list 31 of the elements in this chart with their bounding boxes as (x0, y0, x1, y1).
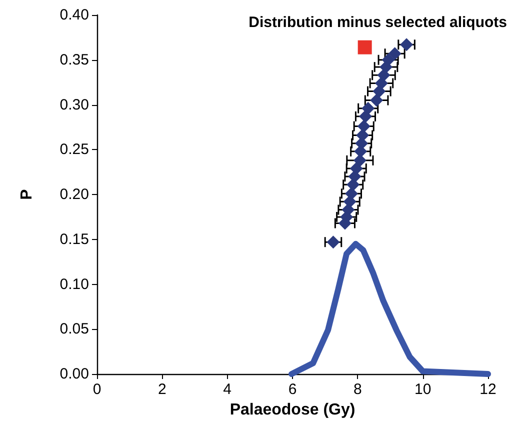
x-tick-label: 12 (480, 381, 496, 398)
x-tick-label: 10 (414, 381, 432, 398)
y-tick-label: 0.10 (60, 276, 89, 293)
point (388, 47, 402, 60)
point (344, 187, 358, 200)
point (358, 40, 372, 54)
y-axis-title: P (18, 188, 36, 200)
point (400, 38, 414, 52)
y-tick-label: 0.30 (60, 96, 89, 114)
x-tick-label: 4 (223, 381, 232, 398)
y-tick-label: 0.20 (60, 186, 89, 203)
x-axis-title: Palaeodose (Gy) (230, 401, 356, 418)
point (350, 162, 363, 175)
chart-title: Distribution minus selected aliquots (248, 14, 508, 31)
x-tick-label: 0 (92, 381, 102, 398)
y-tick-label: 0.25 (60, 141, 89, 158)
point (353, 154, 366, 167)
point (356, 128, 370, 142)
x-tick-label: 2 (158, 381, 166, 398)
point (357, 120, 370, 133)
point (326, 236, 340, 249)
y-tick-label: 0.15 (60, 230, 89, 248)
x-tick-label: 6 (288, 381, 297, 398)
y-tick-label: 0.40 (60, 6, 89, 24)
point (370, 94, 384, 107)
x-tick-label: 8 (353, 381, 362, 398)
y-tick-label: 0.00 (60, 366, 89, 382)
y-tick-label: 0.05 (60, 320, 89, 338)
point (362, 102, 375, 115)
point (382, 53, 395, 66)
y-tick-label: 0.35 (60, 51, 89, 68)
